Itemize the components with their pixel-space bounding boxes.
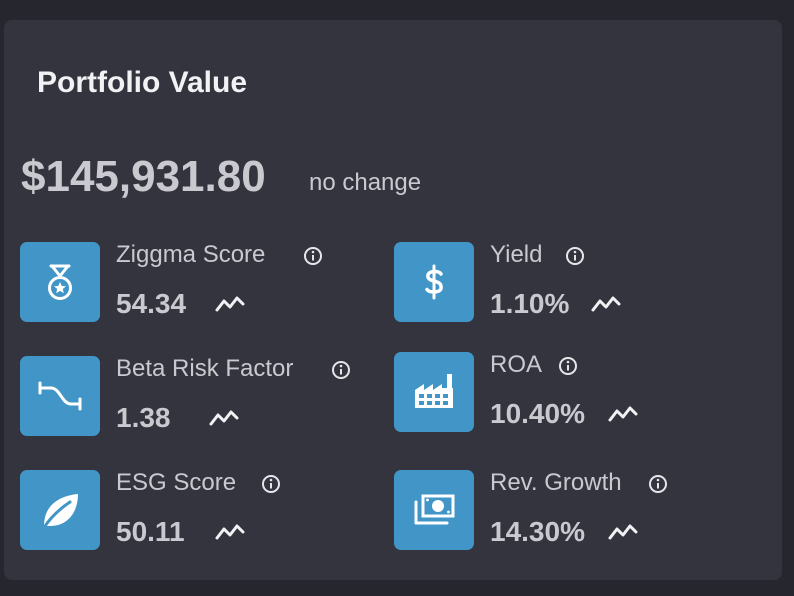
info-icon[interactable] <box>558 356 578 376</box>
metric-label: Yield <box>490 241 543 268</box>
metric-beta-risk-factor: Beta Risk Factor 1.38 <box>20 355 360 436</box>
metric-icon-tile <box>394 352 474 432</box>
metric-ziggma-score: Ziggma Score 54.34 <box>20 241 360 322</box>
metric-yield: Yield 1.10% <box>394 241 734 322</box>
info-icon[interactable] <box>648 474 668 494</box>
factory-icon <box>415 374 453 408</box>
info-icon[interactable] <box>565 246 585 266</box>
metric-icon-tile <box>394 470 474 550</box>
money-bill-icon <box>414 494 455 525</box>
metric-label: Rev. Growth <box>490 469 622 496</box>
metric-value: 1.10% <box>490 288 570 319</box>
metric-icon-tile <box>20 242 100 322</box>
metric-roa: ROA 10.40% <box>394 351 734 432</box>
trend-line-icon[interactable] <box>209 408 239 428</box>
metric-icon-tile <box>20 470 100 550</box>
trend-line-icon[interactable] <box>591 294 621 314</box>
card-title: Portfolio Value <box>37 66 248 99</box>
portfolio-value-card: Portfolio Value $145,931.80 no change Zi… <box>4 20 782 580</box>
trend-line-icon[interactable] <box>215 522 245 542</box>
info-icon[interactable] <box>261 474 281 494</box>
metric-icon-tile <box>20 356 100 436</box>
leaf-icon <box>41 494 78 531</box>
metric-icon-tile <box>394 242 474 322</box>
metric-value: 14.30% <box>490 516 585 547</box>
metric-rev-growth: Rev. Growth 14.30% <box>394 469 734 550</box>
metric-label: Beta Risk Factor <box>116 355 294 382</box>
metric-label: ESG Score <box>116 469 237 496</box>
change-status: no change <box>309 169 422 196</box>
metric-esg-score: ESG Score 50.11 <box>20 469 360 550</box>
metric-value: 10.40% <box>490 398 585 429</box>
beta-curve-icon <box>38 381 82 411</box>
info-icon[interactable] <box>331 360 351 380</box>
metric-label: ROA <box>490 351 543 378</box>
metric-value: 50.11 <box>116 516 185 547</box>
info-icon[interactable] <box>303 246 323 266</box>
trend-line-icon[interactable] <box>608 522 638 542</box>
metric-value: 54.34 <box>116 288 187 319</box>
metric-value: 1.38 <box>116 402 171 433</box>
trend-line-icon[interactable] <box>215 294 245 314</box>
metric-label: Ziggma Score <box>116 241 266 268</box>
portfolio-total-value: $145,931.80 <box>21 152 266 201</box>
medal-icon <box>48 264 72 300</box>
dollar-icon <box>425 264 443 300</box>
trend-line-icon[interactable] <box>608 404 638 424</box>
